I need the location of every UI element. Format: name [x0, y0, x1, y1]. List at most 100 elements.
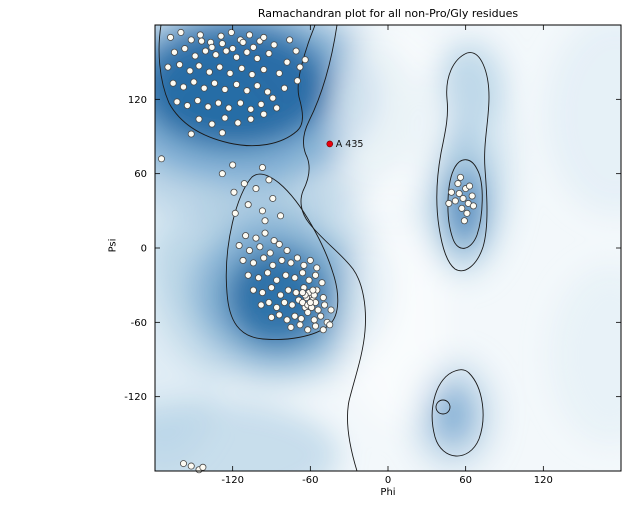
residue-point	[304, 308, 312, 316]
residue-point	[459, 194, 467, 202]
residue-point	[195, 115, 203, 123]
residue-point	[451, 197, 459, 205]
residue-point	[244, 201, 252, 209]
residue-point	[200, 84, 208, 92]
residue-point	[314, 306, 322, 314]
residue-point	[292, 47, 300, 55]
residue-point	[195, 62, 203, 70]
residue-point	[214, 99, 222, 107]
residue-point	[169, 79, 177, 87]
residue-point	[261, 229, 269, 237]
residue-point	[299, 269, 307, 277]
residue-point	[173, 98, 181, 106]
residue-point	[312, 271, 320, 279]
residue-point	[218, 170, 226, 178]
residue-point	[240, 180, 248, 188]
residue-point	[183, 102, 191, 110]
svg-text:60: 60	[459, 475, 472, 486]
residue-point	[249, 259, 257, 267]
residue-point	[269, 194, 277, 202]
residue-point	[265, 176, 273, 184]
residue-point	[167, 33, 175, 41]
residue-point	[305, 276, 313, 284]
residue-point	[256, 243, 264, 251]
residue-point	[239, 38, 247, 46]
plot-canvas: A 435 -120 -60 0 60 120 -120 -60 0 60 120	[124, 24, 622, 486]
svg-text:-120: -120	[221, 475, 244, 486]
residue-point	[319, 294, 327, 302]
svg-text:60: 60	[134, 169, 147, 180]
residue-point	[229, 45, 237, 53]
plot-title: Ramachandran plot for all non-Pro/Gly re…	[257, 7, 519, 20]
contour-outer-left	[300, 25, 366, 471]
residue-point	[179, 460, 187, 468]
points-layer: A 435	[157, 28, 477, 474]
plot-area: A 435 -120 -60 0 60 120 -120 -60 0 60 120	[124, 24, 622, 486]
residue-point	[296, 321, 304, 329]
residue-point	[218, 129, 226, 137]
contour-beta	[158, 25, 316, 147]
residue-point	[287, 323, 295, 331]
residue-point	[266, 249, 274, 257]
residue-point	[326, 321, 334, 329]
residue-point	[310, 316, 318, 324]
residue-point	[283, 316, 291, 324]
residue-point	[233, 80, 241, 88]
residue-point	[225, 104, 233, 112]
y-axis-label: Psi	[107, 238, 119, 253]
residue-point	[229, 161, 237, 169]
svg-text:0: 0	[141, 244, 147, 255]
residue-point	[300, 261, 308, 269]
outlier-label: A 435	[336, 139, 364, 150]
residue-point	[269, 94, 277, 102]
residue-point	[199, 463, 207, 471]
residue-point	[293, 254, 301, 262]
residue-point	[179, 83, 187, 91]
residue-point	[201, 47, 209, 55]
residue-point	[309, 286, 317, 294]
residue-point	[170, 48, 178, 56]
residue-point	[280, 299, 288, 307]
residue-point	[319, 326, 327, 334]
contour-inner-right	[447, 159, 483, 249]
residue-point	[287, 259, 295, 267]
residue-point	[318, 279, 326, 287]
residue-point	[273, 276, 281, 284]
residue-point	[164, 63, 172, 71]
residue-point	[249, 43, 257, 51]
residue-point	[227, 28, 235, 36]
residue-point	[292, 289, 300, 297]
residue-point	[301, 56, 309, 64]
residue-point	[236, 99, 244, 107]
svg-text:120: 120	[534, 475, 553, 486]
residue-point	[264, 269, 272, 277]
residue-point	[317, 312, 325, 320]
residue-point	[283, 58, 291, 66]
residue-point	[190, 78, 198, 86]
residue-point	[204, 103, 212, 111]
residue-point	[447, 188, 455, 196]
residue-point	[242, 232, 250, 240]
svg-text:-60: -60	[302, 475, 318, 486]
residue-point	[257, 301, 265, 309]
residue-point	[177, 28, 185, 36]
residue-point	[260, 254, 268, 262]
residue-point	[239, 256, 247, 264]
residue-point	[282, 271, 290, 279]
residue-point	[194, 97, 202, 105]
residue-point	[243, 87, 251, 95]
plot-frame	[154, 24, 622, 472]
residue-point	[217, 32, 225, 40]
residue-point	[252, 234, 260, 242]
residue-point	[255, 274, 263, 282]
residue-point	[248, 71, 256, 79]
residue-point	[233, 53, 241, 61]
residue-point	[157, 155, 165, 163]
residue-point	[230, 188, 238, 196]
residue-point	[211, 79, 219, 87]
outlier-point	[326, 140, 334, 148]
residue-point	[327, 306, 335, 314]
residue-point	[280, 84, 288, 92]
svg-text:0: 0	[385, 475, 391, 486]
residue-point	[238, 64, 246, 72]
